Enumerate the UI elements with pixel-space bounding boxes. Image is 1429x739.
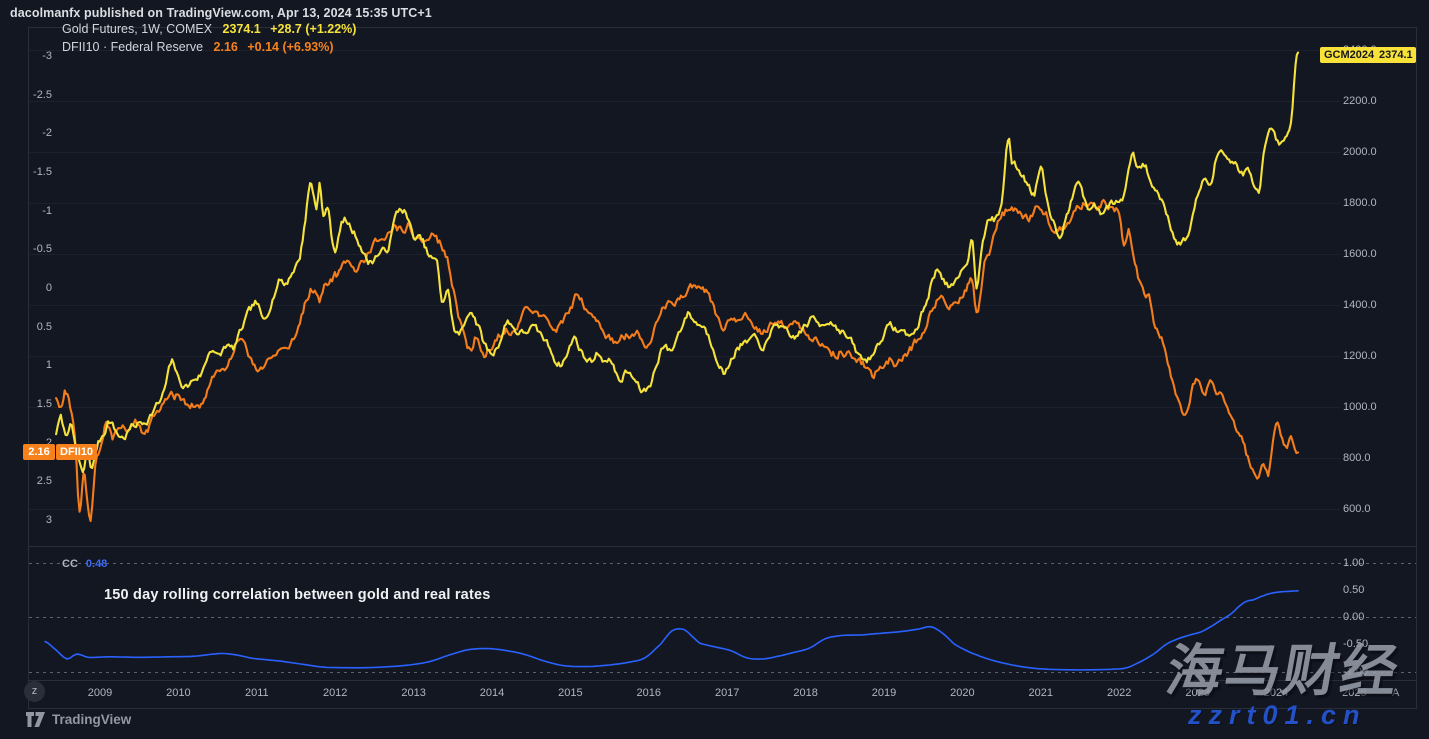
time-axis-tick: 2022: [1106, 687, 1132, 699]
series-right: [55, 51, 1300, 474]
widget-right-border: [1416, 27, 1417, 709]
right-axis-tick: 1200.0: [1343, 350, 1377, 362]
left-axis-tick: 2: [45, 436, 52, 449]
time-axis-tick: 2015: [558, 687, 583, 699]
footer-brand[interactable]: TradingView: [26, 712, 131, 727]
left-axis-tick: 0.5: [36, 320, 52, 333]
time-axis-tick: 2023: [1185, 687, 1210, 699]
watermark-url-text: zzrt01.cn: [1188, 700, 1367, 730]
published-header: dacolmanfx published on TradingView.com,…: [10, 6, 432, 20]
time-axis-tick: 2013: [401, 687, 426, 699]
gold-price-badge: 2374.1: [1375, 47, 1416, 63]
right-axis-tick: 1000.0: [1343, 401, 1377, 413]
auto-scale-label[interactable]: A: [1392, 687, 1400, 699]
legend: Gold Futures, 1W, COMEX 2374.1 +28.7 (+1…: [62, 20, 356, 56]
right-axis-tick: 1800.0: [1343, 197, 1377, 209]
time-axis-tick: 2012: [322, 687, 348, 699]
pane-separator[interactable]: [28, 546, 1417, 547]
legend-dfii10-name: DFII10 · Federal Reserve: [62, 40, 204, 54]
cc-indicator-value: 0.48: [85, 558, 108, 570]
left-axis-tick: 3: [45, 514, 52, 526]
tradingview-logo-icon: [26, 712, 45, 727]
left-axis-tick: -1: [42, 204, 52, 217]
time-axis-tick: 2016: [636, 687, 662, 699]
widget-top-border: [28, 27, 1417, 28]
cc-axis-tick: 0.00: [1343, 611, 1365, 623]
cc-indicator-legend[interactable]: CC 0.48: [62, 558, 107, 570]
left-axis-tick: 1: [45, 359, 52, 372]
legend-series-gold[interactable]: Gold Futures, 1W, COMEX 2374.1 +28.7 (+1…: [62, 20, 356, 38]
left-axis-tick: 1.5: [36, 398, 52, 410]
watermark-chinese-text: 海马财经: [1161, 639, 1405, 702]
time-axis-tick: 2011: [244, 687, 269, 699]
left-axis-tick: 0: [45, 282, 52, 294]
dfii10-price-badge: 2.16: [23, 444, 55, 460]
legend-dfii10-value: 2.16: [213, 40, 238, 54]
time-axis-tick: 2009: [87, 687, 113, 699]
left-axis-tick: -3: [42, 50, 52, 62]
time-axis-tick: 2014: [479, 687, 505, 699]
left-axis-tick: -0.5: [33, 243, 52, 256]
cc-axis-tick: -1.00: [1343, 665, 1369, 678]
legend-gold-value: 2374.1: [222, 22, 261, 36]
time-axis-separator: [28, 680, 1417, 681]
right-axis-tick: 1600.0: [1343, 248, 1377, 260]
legend-gold-name: Gold Futures, 1W, COMEX: [62, 22, 213, 36]
cc-indicator-name: CC: [62, 558, 78, 570]
series-lines: [44, 51, 1300, 671]
left-axis-tick: -2.5: [33, 88, 52, 101]
dfii10-symbol-badge: DFII10: [56, 444, 98, 460]
widget-left-border: [28, 27, 29, 709]
series-cc: [44, 590, 1299, 671]
widget-bottom-border: [28, 708, 1417, 709]
time-axis-tick: 2018: [793, 687, 818, 699]
chart-annotation-text: 150 day rolling correlation between gold…: [104, 587, 491, 603]
time-axis-tick: 2010: [166, 687, 191, 699]
gold-symbol-badge: GCM2024: [1320, 47, 1379, 63]
time-axis-tick: 2024: [1263, 687, 1289, 699]
right-axis-tick: 1400.0: [1343, 299, 1377, 311]
time-axis-tick: 2021: [1028, 687, 1054, 699]
series-left_inverted: [55, 198, 1300, 523]
grid-lines: [29, 50, 1416, 673]
right-axis-tick: 800.0: [1343, 452, 1371, 464]
right-axis-tick: 2000.0: [1343, 146, 1377, 158]
legend-series-dfii10[interactable]: DFII10 · Federal Reserve 2.16 +0.14 (+6.…: [62, 38, 356, 56]
cc-axis-tick: -0.50: [1343, 638, 1369, 651]
legend-gold-change: +28.7 (+1.22%): [270, 22, 357, 36]
timezone-button[interactable]: z: [24, 681, 45, 702]
brand-label: TradingView: [52, 712, 132, 727]
time-axis-tick: 2019: [871, 687, 897, 699]
time-axis-tick: 2020: [950, 687, 975, 699]
legend-dfii10-change: +0.14 (+6.93%): [247, 40, 334, 54]
time-axis-tick: 2025: [1342, 687, 1367, 699]
cc-axis-tick: 1.00: [1343, 556, 1365, 569]
right-axis-tick: 2200.0: [1343, 95, 1377, 107]
right-axis-tick: 600.0: [1343, 503, 1371, 515]
left-axis-tick: 2.5: [36, 475, 52, 488]
time-axis-tick: 2017: [714, 687, 740, 699]
left-axis-tick: -1.5: [33, 166, 52, 178]
left-axis-tick: -2: [42, 127, 52, 140]
cc-axis-tick: 0.50: [1343, 583, 1365, 596]
